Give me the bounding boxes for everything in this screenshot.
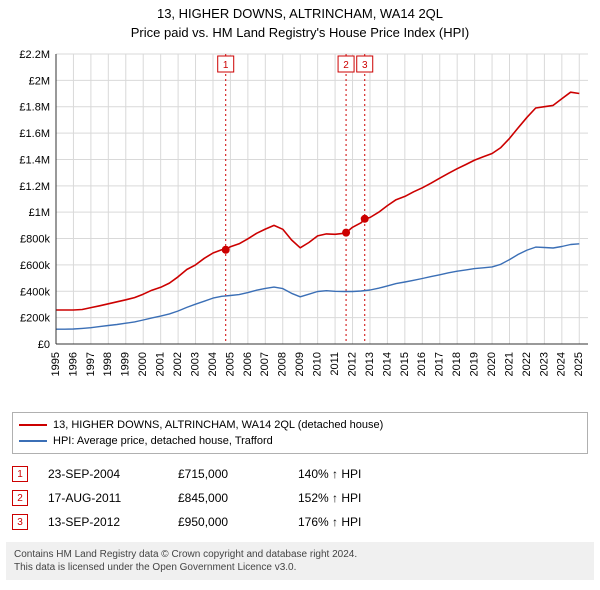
chart-container: 13, HIGHER DOWNS, ALTRINCHAM, WA14 2QL P…: [0, 0, 600, 580]
sale-price: £950,000: [178, 515, 278, 529]
svg-text:2021: 2021: [503, 352, 515, 376]
sale-price: £845,000: [178, 491, 278, 505]
chart-svg: £0 £200k £400k £600k £800k £1M £1.2M £1.4M £1.6M…: [6, 48, 594, 408]
svg-text:£2.2M: £2.2M: [19, 49, 50, 61]
svg-text:2016: 2016: [416, 352, 428, 376]
svg-text:2002: 2002: [172, 352, 184, 376]
svg-text:£1.6M: £1.6M: [19, 128, 50, 140]
svg-text:2005: 2005: [224, 352, 236, 376]
svg-text:3: 3: [362, 60, 368, 71]
svg-text:2024: 2024: [556, 352, 568, 376]
title-address: 13, HIGHER DOWNS, ALTRINCHAM, WA14 2QL: [6, 6, 594, 21]
svg-text:2011: 2011: [329, 352, 341, 376]
sale-hpi: 176% ↑ HPI: [298, 515, 398, 529]
svg-text:2015: 2015: [399, 352, 411, 376]
sale-price: £715,000: [178, 467, 278, 481]
sale-date: 17-AUG-2011: [48, 491, 158, 505]
sale-badge: 1: [12, 466, 28, 482]
legend-row: HPI: Average price, detached house, Traf…: [19, 433, 581, 449]
svg-text:£1.4M: £1.4M: [19, 154, 50, 166]
svg-text:2007: 2007: [259, 352, 271, 376]
svg-text:2022: 2022: [521, 352, 533, 376]
svg-text:2025: 2025: [573, 352, 585, 376]
chart: £0 £200k £400k £600k £800k £1M £1.2M £1.4M £1.6M…: [6, 48, 594, 408]
sale-row: 3 13-SEP-2012 £950,000 176% ↑ HPI: [12, 510, 588, 534]
svg-text:2018: 2018: [451, 352, 463, 376]
svg-text:£2M: £2M: [29, 75, 50, 87]
svg-text:£600k: £600k: [20, 260, 50, 272]
sale-date: 13-SEP-2012: [48, 515, 158, 529]
svg-text:1996: 1996: [67, 352, 79, 376]
svg-text:2003: 2003: [189, 352, 201, 376]
svg-text:2006: 2006: [242, 352, 254, 376]
sales-table: 1 23-SEP-2004 £715,000 140% ↑ HPI 2 17-AUG-20…: [12, 462, 588, 534]
svg-text:1997: 1997: [85, 352, 97, 376]
credits-line1: Contains HM Land Registry data © Crown c…: [14, 548, 586, 561]
svg-text:£1.8M: £1.8M: [19, 102, 50, 114]
svg-text:1999: 1999: [120, 352, 132, 376]
sale-badge: 2: [12, 490, 28, 506]
legend-row: 13, HIGHER DOWNS, ALTRINCHAM, WA14 2QL (…: [19, 417, 581, 433]
svg-text:2017: 2017: [434, 352, 446, 376]
title-block: 13, HIGHER DOWNS, ALTRINCHAM, WA14 2QL P…: [6, 6, 594, 40]
svg-text:2023: 2023: [538, 352, 550, 376]
credits-line2: This data is licensed under the Open Gov…: [14, 561, 586, 574]
legend-swatch: [19, 424, 47, 426]
svg-text:2000: 2000: [137, 352, 149, 376]
svg-text:£200k: £200k: [20, 313, 50, 325]
svg-text:£1M: £1M: [29, 207, 50, 219]
svg-text:£0: £0: [38, 339, 50, 351]
svg-text:£400k: £400k: [20, 286, 50, 298]
svg-text:2019: 2019: [469, 352, 481, 376]
svg-text:1998: 1998: [102, 352, 114, 376]
svg-text:2: 2: [343, 60, 349, 71]
title-subtitle: Price paid vs. HM Land Registry's House …: [6, 25, 594, 40]
svg-text:1: 1: [223, 60, 229, 71]
legend-label: 13, HIGHER DOWNS, ALTRINCHAM, WA14 2QL (…: [53, 419, 383, 431]
sale-row: 2 17-AUG-2011 £845,000 152% ↑ HPI: [12, 486, 588, 510]
sale-badge: 3: [12, 514, 28, 530]
sale-date: 23-SEP-2004: [48, 467, 158, 481]
legend-swatch: [19, 440, 47, 442]
svg-text:2012: 2012: [346, 352, 358, 376]
svg-text:2004: 2004: [207, 352, 219, 376]
sale-hpi: 140% ↑ HPI: [298, 467, 398, 481]
svg-text:2010: 2010: [312, 352, 324, 376]
credits: Contains HM Land Registry data © Crown c…: [6, 542, 594, 580]
svg-text:2001: 2001: [155, 352, 167, 376]
svg-text:2020: 2020: [486, 352, 498, 376]
svg-text:1995: 1995: [50, 352, 62, 376]
svg-text:2013: 2013: [364, 352, 376, 376]
legend: 13, HIGHER DOWNS, ALTRINCHAM, WA14 2QL (…: [12, 412, 588, 454]
sale-hpi: 152% ↑ HPI: [298, 491, 398, 505]
svg-text:2008: 2008: [277, 352, 289, 376]
svg-text:£800k: £800k: [20, 234, 50, 246]
svg-text:2014: 2014: [381, 352, 393, 376]
legend-label: HPI: Average price, detached house, Traf…: [53, 435, 273, 447]
svg-text:£1.2M: £1.2M: [19, 181, 50, 193]
svg-text:2009: 2009: [294, 352, 306, 376]
sale-row: 1 23-SEP-2004 £715,000 140% ↑ HPI: [12, 462, 588, 486]
